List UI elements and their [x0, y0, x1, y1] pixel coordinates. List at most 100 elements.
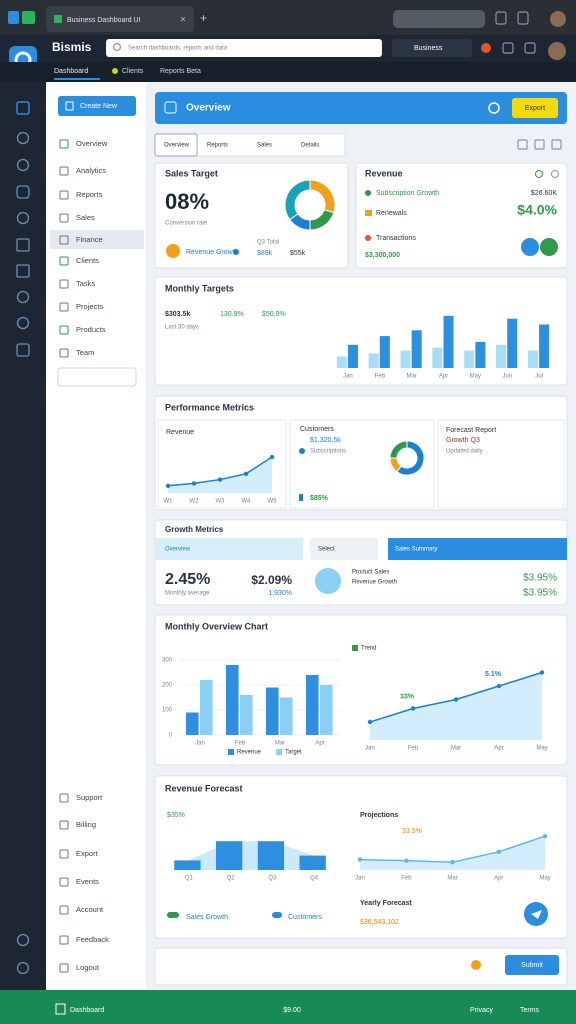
footer-link[interactable]: Privacy: [470, 1007, 493, 1014]
rail-icon[interactable]: [16, 961, 30, 975]
browser-icon[interactable]: [495, 11, 507, 25]
rail-icon[interactable]: [16, 316, 30, 330]
rail-icon[interactable]: [16, 131, 30, 145]
item-dot: [365, 235, 371, 241]
growth-panel-label: Sales Summary: [395, 547, 437, 553]
filter-tab[interactable]: Details: [301, 143, 319, 149]
menu-item[interactable]: Account: [76, 905, 104, 914]
menu-item[interactable]: Finance: [76, 235, 103, 244]
rail-icon[interactable]: [16, 290, 30, 304]
tab-icon: [54, 15, 62, 23]
banner-icon[interactable]: [488, 102, 500, 114]
revenue-card: [355, 162, 568, 269]
menu-item[interactable]: Export: [76, 849, 99, 858]
kpi-dot: [233, 249, 239, 255]
user-avatar[interactable]: [548, 42, 566, 60]
bar: [411, 330, 422, 368]
submit-button[interactable]: [505, 955, 559, 975]
card-icon[interactable]: [535, 170, 543, 178]
rail-icon[interactable]: [16, 343, 30, 357]
menu-item[interactable]: Billing: [76, 820, 96, 829]
x-tick-label: Feb: [235, 741, 246, 747]
filter-tab[interactable]: Overview: [164, 143, 190, 149]
menu-item[interactable]: Logout: [76, 963, 100, 972]
menu-item[interactable]: Events: [76, 877, 99, 886]
rail-icon[interactable]: [16, 158, 30, 172]
menu-item[interactable]: Tasks: [76, 279, 95, 288]
menu-item[interactable]: Team: [76, 348, 94, 357]
round-button[interactable]: [521, 238, 539, 256]
menu-item[interactable]: Analytics: [76, 166, 106, 175]
x-tick-label: Feb: [375, 374, 386, 380]
rail-icon[interactable]: [16, 185, 30, 199]
bar: [379, 336, 390, 368]
bar: [432, 347, 443, 368]
legend-icon: [272, 912, 282, 918]
new-tab[interactable]: +: [200, 11, 207, 25]
growth-panel[interactable]: [388, 538, 567, 560]
rail-icon[interactable]: [16, 238, 30, 252]
nav-tab[interactable]: Dashboard: [54, 68, 88, 75]
tab-close[interactable]: ×: [180, 15, 186, 26]
round-button[interactable]: [540, 238, 558, 256]
growth-dropdown[interactable]: [310, 538, 378, 560]
app-icon[interactable]: [502, 42, 514, 54]
workspace-select[interactable]: [392, 39, 472, 57]
menu-item[interactable]: Feedback: [76, 935, 109, 944]
rail-icon[interactable]: [16, 264, 30, 278]
menu-item[interactable]: Clients: [76, 256, 99, 265]
x-tick-label: Feb: [401, 876, 412, 882]
footer-link[interactable]: Terms: [520, 1007, 540, 1014]
nav-tab[interactable]: Reports Beta: [160, 68, 201, 75]
create-button[interactable]: [58, 96, 136, 116]
nav-tab[interactable]: Clients: [122, 68, 144, 75]
x-tick-label: W4: [242, 499, 252, 505]
filter-icon[interactable]: [517, 139, 528, 150]
revenue-title: Revenue: [365, 168, 403, 178]
legend-label: Target: [285, 750, 302, 756]
panel-title: Revenue: [166, 429, 194, 436]
nav-bar: [0, 62, 576, 82]
growth-dropdown-label: Select: [318, 547, 335, 553]
rail-icon[interactable]: [16, 101, 30, 115]
app-icon[interactable]: [524, 42, 536, 54]
filter-tab[interactable]: Sales: [257, 143, 272, 149]
menu-icon: [59, 190, 69, 200]
revenue-item: Subscription Growth: [376, 190, 439, 197]
menu-item[interactable]: Sales: [76, 213, 95, 222]
rail-icon[interactable]: [16, 211, 30, 225]
rail-icon[interactable]: [16, 933, 30, 947]
menu-item[interactable]: Projects: [76, 302, 103, 311]
menu-item[interactable]: Overview: [76, 139, 108, 148]
filter-icon[interactable]: [551, 139, 562, 150]
bar: [336, 356, 347, 368]
menu-item[interactable]: Products: [76, 325, 106, 334]
search-box[interactable]: [106, 39, 382, 57]
sidebar-item-box: [57, 367, 137, 387]
sub-panel: [437, 419, 565, 509]
x-tick-label: May: [536, 746, 547, 752]
y-tick-label: 0: [169, 733, 173, 739]
export-button[interactable]: [512, 98, 558, 118]
browser-tab[interactable]: [46, 6, 194, 32]
x-tick-label: Jun: [502, 374, 512, 380]
filter-tab[interactable]: Reports: [207, 143, 228, 149]
x-tick-label: Mar: [406, 374, 416, 380]
notification-icon[interactable]: [481, 43, 491, 53]
kpi-legend: Revenue Growth: [186, 249, 239, 256]
card-icon[interactable]: [551, 170, 559, 178]
browser-search[interactable]: [393, 10, 485, 28]
growth-tab[interactable]: [155, 538, 303, 560]
browser-icon[interactable]: [517, 11, 529, 25]
menu-item[interactable]: Reports: [76, 190, 103, 199]
menu-item[interactable]: Support: [76, 793, 103, 802]
footer-center: $9.00: [283, 1007, 301, 1014]
growth-right-value: $3.95%: [523, 588, 557, 599]
browser-avatar[interactable]: [550, 11, 566, 27]
menu-icon: [59, 213, 69, 223]
workspace: Business: [414, 45, 443, 52]
x-tick-label: May: [539, 876, 550, 882]
point: [410, 706, 416, 711]
filter-icon[interactable]: [534, 139, 545, 150]
bar: [266, 687, 279, 735]
